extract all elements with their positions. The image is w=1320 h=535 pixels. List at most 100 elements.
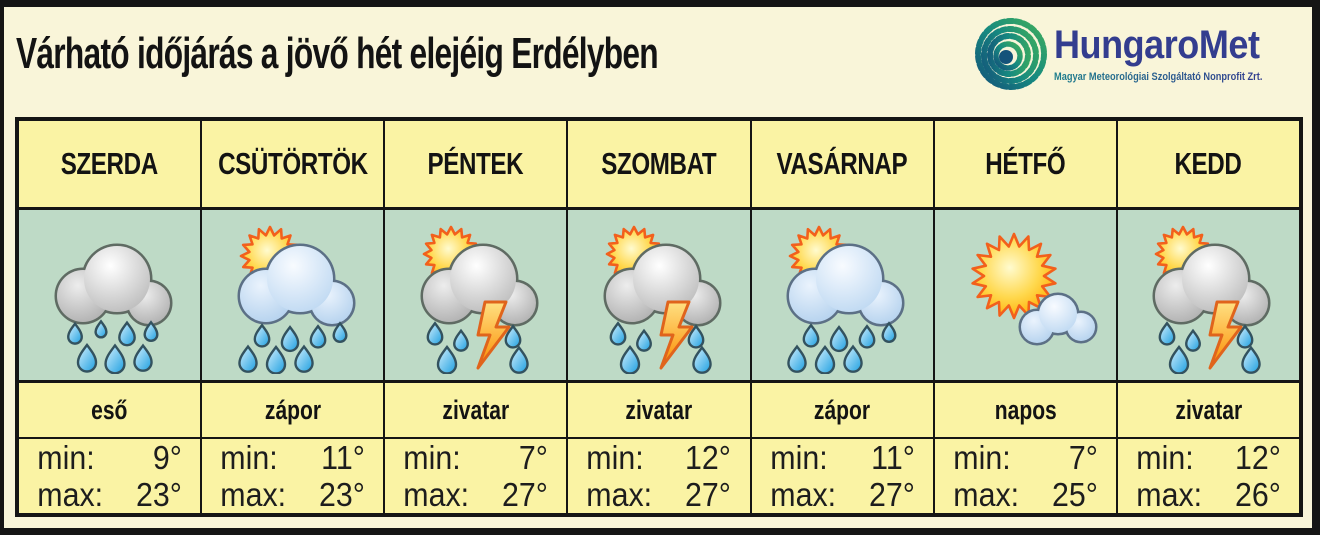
min-label: min: (220, 439, 278, 476)
min-temp-row: min: 7° (404, 439, 549, 476)
spiral-logo-icon (970, 13, 1052, 95)
max-temp-row: max: 27° (587, 476, 732, 513)
forecast-table: SZERDA eső min: 9° max: 23° CSÜTÖRTÖK zápor min:… (15, 117, 1303, 517)
max-temp-row: max: 27° (770, 476, 915, 513)
min-label: min: (1136, 439, 1194, 476)
sun-shower-icon (751, 210, 933, 383)
forecast-day-column: VASÁRNAP zápor min: 11° max: 27° (751, 121, 935, 513)
min-label: min: (37, 439, 95, 476)
min-temp-value: 7° (519, 439, 549, 476)
forecast-day-column: SZERDA eső min: 9° max: 23° (19, 121, 203, 513)
max-temp-row: max: 26° (1136, 476, 1281, 513)
day-name: PÉNTEK (385, 121, 567, 210)
condition-label: napos (934, 383, 1116, 439)
condition-text: eső (91, 394, 128, 425)
day-name-text: VASÁRNAP (776, 146, 908, 181)
max-label: max: (952, 476, 1019, 513)
forecast-day-column: HÉTFŐ napos min: 7° max: 25° (934, 121, 1118, 513)
rain-cloud-icon (19, 210, 201, 383)
min-temp-row: min: 12° (587, 439, 732, 476)
thunderstorm-icon (385, 210, 567, 383)
max-temp-row: max: 23° (220, 476, 365, 513)
condition-label: zápor (202, 383, 384, 439)
min-temp-value: 11° (321, 439, 365, 476)
max-temp-row: max: 27° (404, 476, 549, 513)
temperature-cell: min: 11° max: 27° (752, 439, 933, 513)
max-label: max: (37, 476, 104, 513)
day-name: SZOMBAT (568, 121, 750, 210)
day-name-text: SZERDA (61, 146, 159, 181)
max-temp-value: 25° (1051, 476, 1098, 513)
day-name: KEDD (1117, 121, 1299, 210)
day-name: CSÜTÖRTÖK (202, 121, 384, 210)
temperature-cell: min: 12° max: 26° (1118, 439, 1299, 513)
min-label: min: (769, 439, 828, 476)
condition-text: zivatar (442, 394, 510, 425)
forecast-day-column: CSÜTÖRTÖK zápor min: 11° max: 23° (202, 121, 386, 513)
temperature-cell: min: 9° max: 23° (19, 439, 200, 513)
condition-text: napos (994, 394, 1057, 425)
temperature-cell: min: 12° max: 27° (568, 439, 749, 513)
condition-text: zápor (264, 394, 321, 425)
temperature-cell: min: 7° max: 25° (935, 439, 1116, 513)
day-name: VASÁRNAP (751, 121, 933, 210)
day-name-text: CSÜTÖRTÖK (217, 146, 368, 181)
min-temp-row: min: 11° (220, 439, 365, 476)
condition-label: zivatar (385, 383, 567, 439)
min-label: min: (586, 439, 645, 476)
min-temp-row: min: 9° (37, 439, 182, 476)
min-temp-value: 12° (1234, 439, 1281, 476)
max-temp-value: 27° (868, 476, 915, 513)
logo-name: HungaroMet (1053, 23, 1260, 67)
max-label: max: (220, 476, 287, 513)
min-temp-value: 11° (870, 439, 915, 476)
min-temp-row: min: 11° (770, 439, 915, 476)
day-name: HÉTFŐ (934, 121, 1116, 210)
max-temp-value: 26° (1234, 476, 1281, 513)
thunderstorm-icon (568, 210, 750, 383)
thunderstorm-icon (1117, 210, 1299, 383)
max-temp-value: 27° (502, 476, 549, 513)
day-name-text: HÉTFŐ (985, 146, 1066, 181)
temperature-cell: min: 7° max: 27° (385, 439, 566, 513)
condition-label: zápor (751, 383, 933, 439)
forecast-day-column: PÉNTEK zivatar min: 7° max: 27° (385, 121, 569, 513)
logo-subtitle: Magyar Meteorológiai Szolgáltató Nonprof… (1053, 71, 1263, 83)
condition-text: zivatar (1175, 394, 1242, 425)
min-label: min: (952, 439, 1011, 476)
page-title-text: Várható időjárás a jövő hét elejéig Erdé… (16, 29, 659, 78)
sun-shower-icon (202, 210, 384, 383)
max-label: max: (403, 476, 470, 513)
day-name-text: SZOMBAT (601, 146, 717, 181)
page-title: Várható időjárás a jövő hét elejéig Erdé… (16, 29, 908, 79)
min-temp-value: 7° (1068, 439, 1098, 476)
min-temp-value: 9° (152, 439, 182, 476)
day-name-text: PÉNTEK (427, 146, 524, 181)
condition-label: zivatar (568, 383, 750, 439)
max-temp-value: 23° (319, 476, 365, 513)
max-temp-row: max: 23° (37, 476, 182, 513)
max-temp-value: 23° (135, 476, 182, 513)
hungaromet-logo: HungaroMet Magyar Meteorológiai Szolgált… (970, 13, 1302, 95)
max-label: max: (769, 476, 836, 513)
max-temp-value: 27° (685, 476, 732, 513)
max-label: max: (1136, 476, 1202, 513)
max-label: max: (586, 476, 653, 513)
forecast-day-column: SZOMBAT zivatar min: 12° max: 27° (568, 121, 752, 513)
forecast-day-column: KEDD zivatar min: 12° max: 26° (1117, 121, 1299, 513)
condition-label: eső (19, 383, 201, 439)
day-name: SZERDA (19, 121, 201, 210)
logo-text-block: HungaroMet Magyar Meteorológiai Szolgált… (1054, 23, 1302, 85)
max-temp-row: max: 25° (953, 476, 1098, 513)
condition-label: zivatar (1117, 383, 1299, 439)
min-label: min: (403, 439, 461, 476)
sunny-icon (934, 210, 1116, 383)
temperature-cell: min: 11° max: 23° (202, 439, 383, 513)
day-name-text: KEDD (1174, 146, 1242, 181)
min-temp-row: min: 7° (953, 439, 1098, 476)
condition-text: zivatar (625, 394, 693, 425)
condition-text: zápor (814, 394, 871, 425)
min-temp-value: 12° (685, 439, 732, 476)
min-temp-row: min: 12° (1136, 439, 1281, 476)
